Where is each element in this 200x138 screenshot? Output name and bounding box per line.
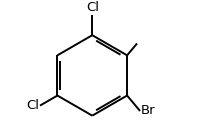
Text: Cl: Cl [86, 1, 99, 14]
Text: Cl: Cl [26, 99, 39, 112]
Text: Br: Br [141, 104, 155, 117]
